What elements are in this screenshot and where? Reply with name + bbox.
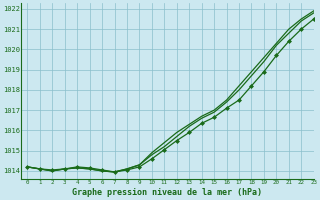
- X-axis label: Graphe pression niveau de la mer (hPa): Graphe pression niveau de la mer (hPa): [72, 188, 262, 197]
